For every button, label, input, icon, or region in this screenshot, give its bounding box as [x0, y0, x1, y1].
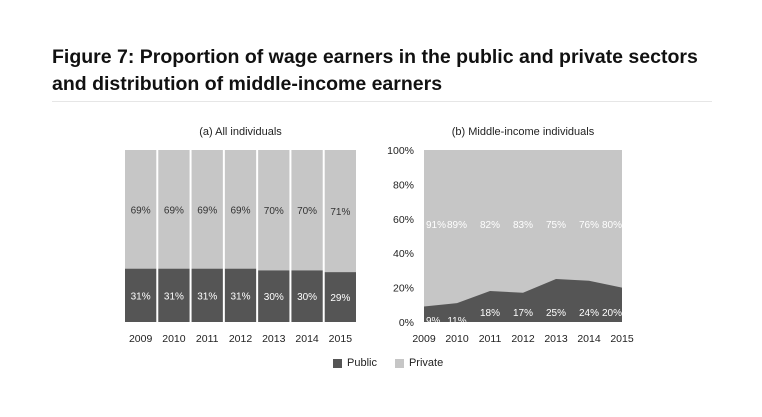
panel-b-x-tick-2010: 2010 — [445, 333, 469, 345]
panel-b-y-tick-3: 60% — [393, 214, 414, 226]
area-label-private-2013: 75% — [546, 220, 566, 231]
area-label-private-2009: 91% — [426, 220, 446, 231]
legend-item-private: Private — [394, 357, 444, 369]
area-label-private-2012: 83% — [513, 220, 533, 231]
legend-swatch-private — [394, 358, 404, 368]
panel-b-title: (b) Middle-income individuals — [452, 126, 595, 138]
legend-label-private: Private — [408, 357, 444, 369]
panel-a-x-tick-2010: 2010 — [162, 333, 186, 345]
panel-b-x-tick-2009: 2009 — [412, 333, 436, 345]
legend-swatch-public — [333, 358, 342, 368]
bar-label-public-2015: 29% — [330, 293, 350, 304]
bar-label-private-2009: 69% — [131, 205, 151, 216]
bar-label-private-2014: 70% — [297, 206, 317, 217]
panel-b-y-tick-1: 20% — [393, 283, 414, 295]
panel-b-y-tick-2: 40% — [393, 248, 414, 260]
panel-a-x-tick-2012: 2012 — [229, 333, 253, 345]
panel-b-y-tick-5: 100% — [387, 145, 414, 157]
area-label-public-2014: 24% — [579, 308, 599, 319]
area-label-public-2012: 17% — [513, 308, 533, 319]
bar-public-2010 — [158, 268, 190, 322]
bar-label-public-2010: 31% — [164, 291, 184, 302]
panel-a-title: (a) All individuals — [199, 126, 282, 138]
bar-public-2014 — [291, 270, 323, 322]
legend: Public Private — [333, 356, 461, 370]
bar-private-2013 — [258, 150, 290, 271]
bar-label-private-2015: 71% — [330, 207, 350, 218]
area-label-private-2014: 76% — [579, 220, 599, 231]
legend-label-public: Public — [347, 357, 377, 369]
panel-b-x-tick-2011: 2011 — [479, 333, 502, 345]
area-label-public-2013: 25% — [546, 308, 566, 319]
bar-public-2012 — [224, 268, 257, 322]
bar-label-private-2013: 70% — [264, 206, 284, 217]
bar-label-private-2010: 69% — [164, 205, 184, 216]
panel-b-y-tick-0: 0% — [399, 317, 414, 329]
figure-title: Figure 7: Proportion of wage earners in … — [52, 46, 698, 95]
bar-private-2010 — [158, 150, 190, 269]
bar-private-2012 — [224, 150, 257, 269]
panel-b-x-tick-2012: 2012 — [511, 333, 535, 345]
bar-label-public-2011: 31% — [197, 291, 217, 302]
area-label-private-2015: 80% — [602, 220, 622, 231]
bar-private-2015 — [324, 150, 356, 273]
legend-item-public: Public — [333, 357, 377, 369]
bar-public-2009 — [125, 268, 157, 322]
bar-label-public-2013: 30% — [264, 292, 284, 303]
bar-public-2011 — [191, 268, 223, 322]
bar-label-private-2011: 69% — [197, 205, 217, 216]
panel-b-x-tick-2015: 2015 — [610, 333, 634, 345]
bar-private-2014 — [291, 150, 323, 271]
panel-a-x-tick-2014: 2014 — [295, 333, 319, 345]
panel-a-x-tick-2013: 2013 — [262, 333, 286, 345]
bar-label-public-2009: 31% — [131, 291, 151, 302]
area-label-public-2009: 9% — [426, 316, 441, 327]
area-public — [424, 279, 622, 322]
area-label-public-2010: 11% — [447, 316, 466, 327]
bar-public-2015 — [324, 272, 356, 322]
area-label-private-2010: 89% — [447, 220, 467, 231]
title-divider — [52, 101, 712, 102]
panel-a-x-tick-2011: 2011 — [196, 333, 219, 345]
bar-private-2009 — [125, 150, 157, 269]
panel-a-x-tick-2009: 2009 — [129, 333, 153, 345]
panel-b-x-tick-2014: 2014 — [577, 333, 601, 345]
area-label-public-2011: 18% — [480, 308, 500, 319]
bar-private-2011 — [191, 150, 223, 269]
panel-b-x-tick-2013: 2013 — [544, 333, 568, 345]
bar-public-2013 — [258, 270, 290, 322]
bar-label-public-2014: 30% — [297, 292, 317, 303]
panel-a-x-tick-2015: 2015 — [329, 333, 353, 345]
bar-label-private-2012: 69% — [230, 205, 250, 216]
panel-b-y-tick-4: 80% — [393, 179, 414, 191]
area-label-public-2015: 20% — [602, 308, 622, 319]
bar-label-public-2012: 31% — [230, 291, 250, 302]
area-label-private-2011: 82% — [480, 220, 500, 231]
